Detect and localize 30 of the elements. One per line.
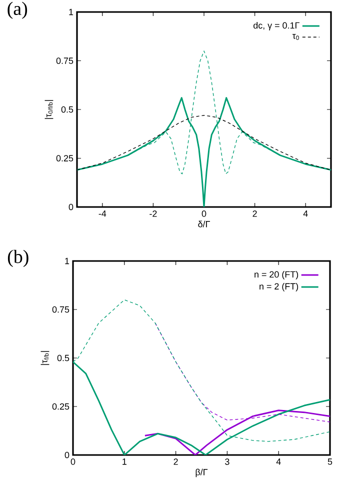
x-tick-label: -2: [150, 210, 157, 217]
y-tick-label: 0.25: [56, 155, 74, 162]
x-tick-label: 2: [174, 458, 178, 465]
x-axis-title: δ/Γ: [198, 220, 210, 228]
legend-label: n = 2 (FT): [260, 282, 298, 292]
x-tick-label: 1: [122, 458, 126, 465]
x-tick-label: 5: [328, 458, 332, 465]
x-tick-label: 4: [276, 458, 281, 465]
y-tick-label: 0: [68, 204, 74, 210]
y-tick-label: 0.5: [61, 106, 74, 113]
x-tick-label: 2: [252, 210, 257, 217]
x-tick-label: 4: [303, 210, 308, 217]
y-tick-label: 1: [65, 258, 70, 264]
y-tick-label: 0.75: [52, 306, 70, 313]
y-tick-label: 0.5: [57, 354, 70, 362]
legend-label: τ$_{0}$: [292, 34, 299, 40]
chart-title: (a): [8, 2, 28, 19]
y-tick-label: 0: [64, 452, 70, 458]
y-tick-label: 1: [69, 8, 74, 16]
legend-label: dc, γ = 0.1Γ: [254, 22, 300, 30]
legend-label: n = 20 (FT): [254, 271, 298, 280]
y-tick-label: 0.75: [56, 58, 74, 64]
y-axis-title: |τ$_{f/b}$|: [40, 351, 50, 365]
x-axis-title: β/Γ: [196, 468, 208, 478]
x-tick-label: -4: [98, 210, 106, 217]
chart-title: (b): [8, 250, 28, 267]
x-tick-label: 0: [202, 210, 206, 217]
x-tick-label: 3: [225, 458, 230, 465]
y-tick-label: 0.25: [52, 403, 70, 410]
y-axis-title: |τ$_{0/f/b}$|: [44, 100, 54, 119]
